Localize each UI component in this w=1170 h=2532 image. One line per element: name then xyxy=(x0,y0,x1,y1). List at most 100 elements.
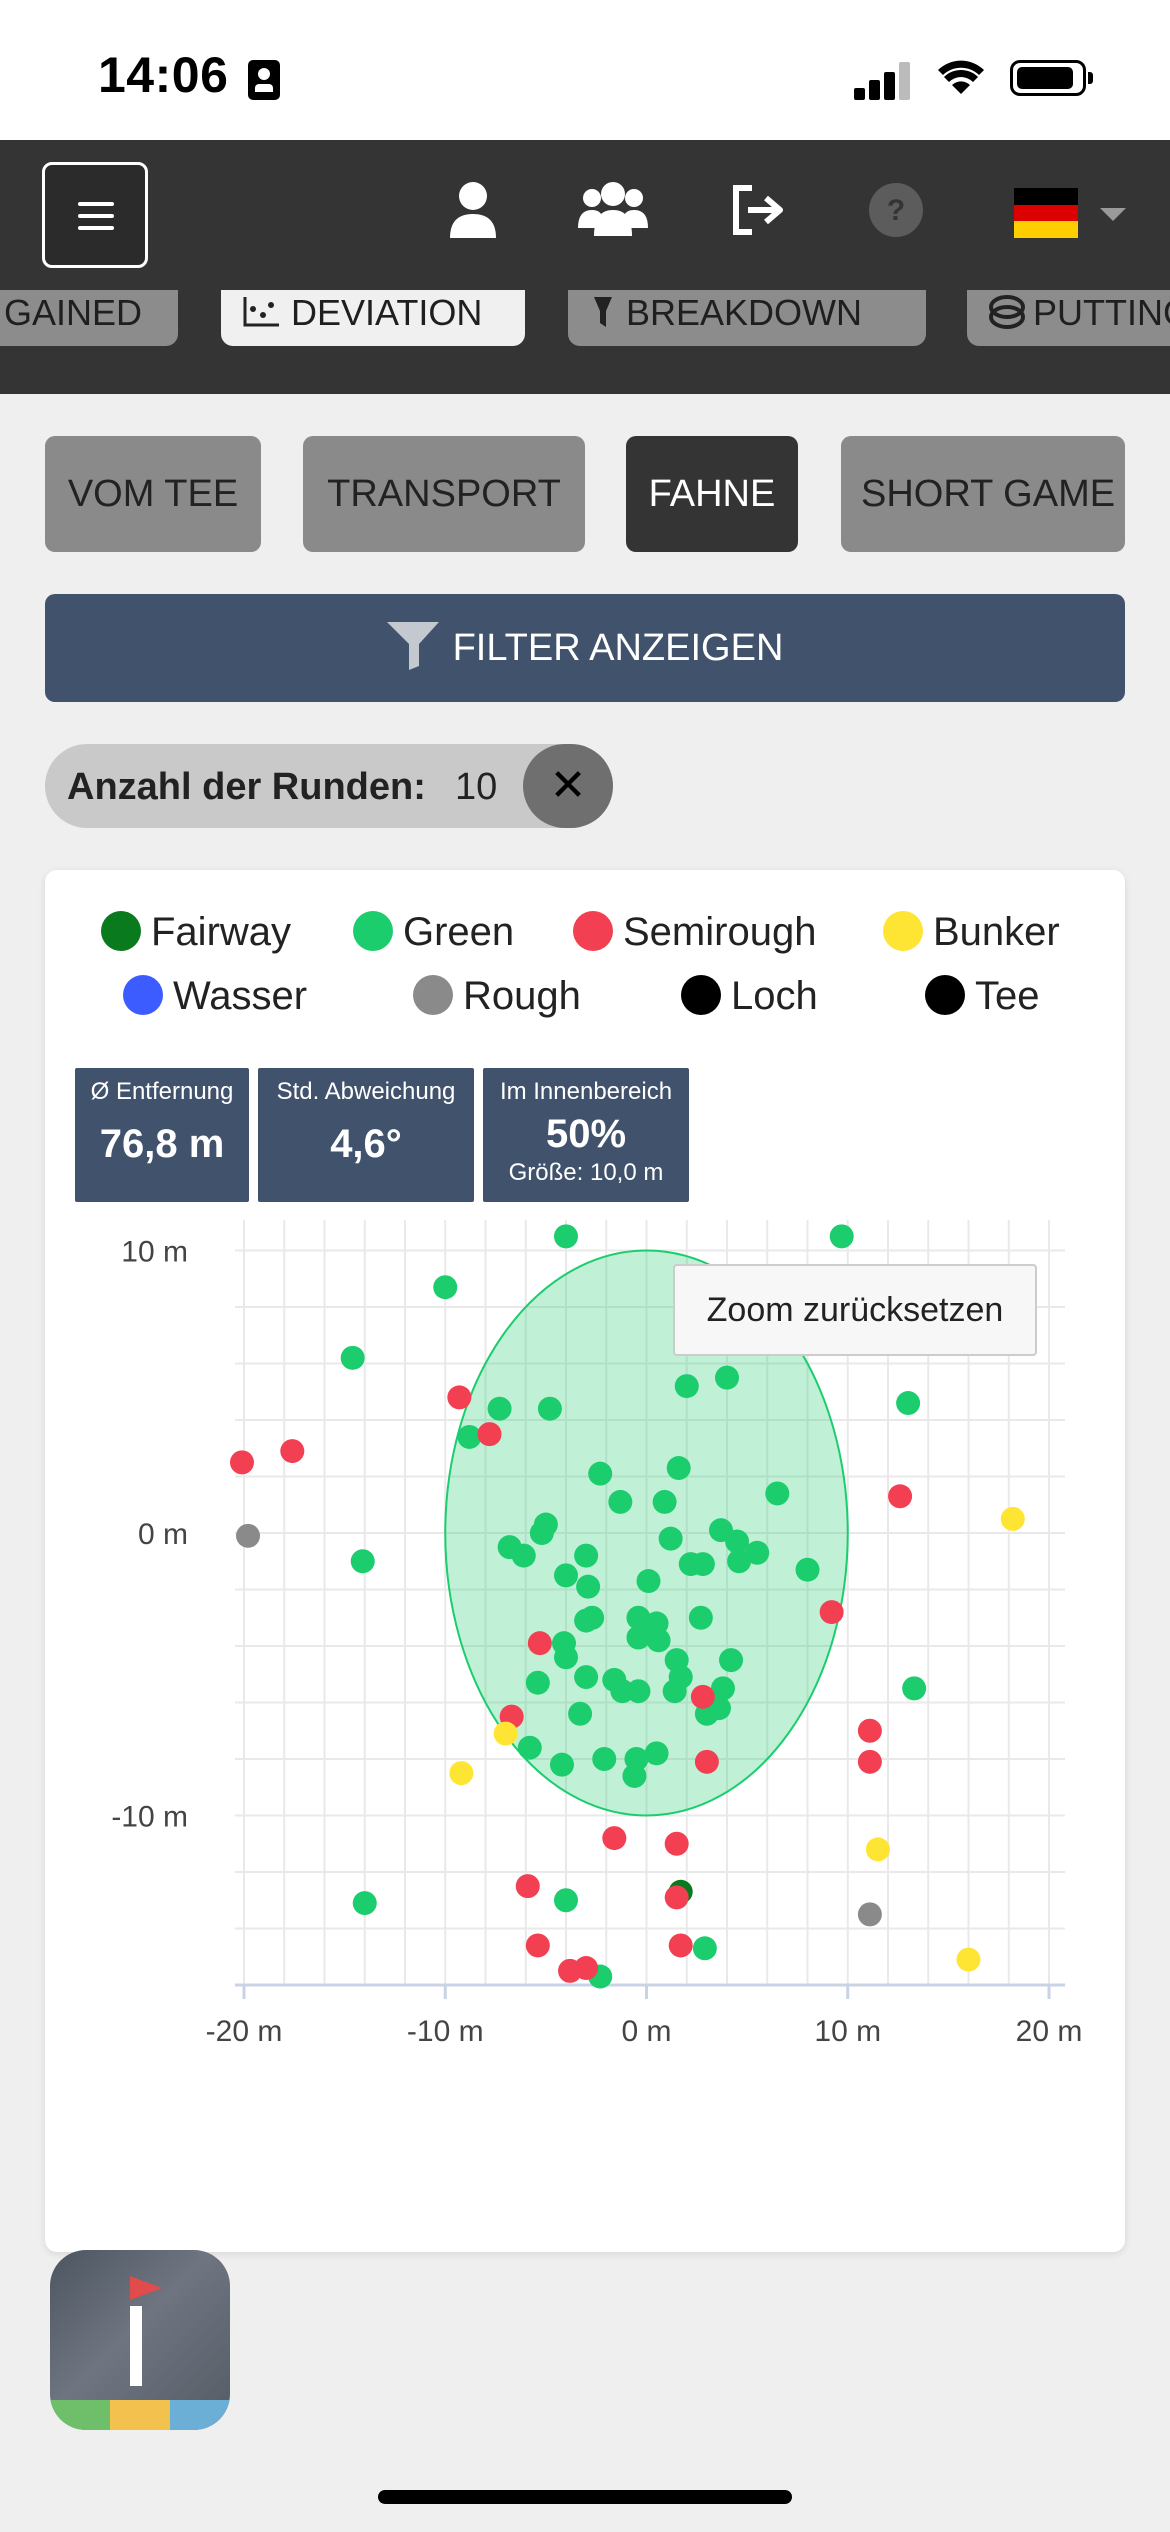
legend-label: Bunker xyxy=(933,910,1060,954)
point-green xyxy=(622,1763,647,1788)
deviation-card: Fairway Green Semirough Bunker Wasser Ro… xyxy=(45,870,1125,2252)
chip-value: 10 xyxy=(455,766,498,808)
legend-label: Semirough xyxy=(623,910,817,954)
point-bunker xyxy=(493,1721,518,1746)
point-bunker xyxy=(1000,1506,1025,1531)
app-icon-graphic xyxy=(50,2276,230,2430)
reset-zoom-button[interactable]: Zoom zurücksetzen xyxy=(673,1264,1037,1356)
point-green xyxy=(554,1645,578,1670)
point-green xyxy=(554,1888,578,1913)
stat-value: 76,8 m xyxy=(99,1122,225,1166)
battery-icon xyxy=(1010,60,1093,96)
point-semirough xyxy=(690,1684,715,1709)
show-filter-button[interactable]: FILTER ANZEIGEN xyxy=(45,594,1125,702)
cellular-signal-icon xyxy=(854,62,914,100)
legend-label: Loch xyxy=(731,974,818,1018)
tab-gained[interactable]: GAINED xyxy=(0,290,178,346)
wifi-icon xyxy=(938,60,984,94)
point-green xyxy=(568,1701,593,1726)
users-icon[interactable] xyxy=(578,180,648,240)
menu-button[interactable] xyxy=(42,162,148,268)
legend-item-bunker[interactable]: Bunker xyxy=(883,910,1060,955)
point-green xyxy=(554,1563,578,1588)
point-green xyxy=(692,1936,717,1961)
subtab-fahne[interactable]: FAHNE xyxy=(626,436,798,552)
tab-label: PUTTING xyxy=(1033,292,1170,333)
point-bunker xyxy=(449,1761,474,1786)
point-green xyxy=(626,1625,651,1650)
legend-item-wasser[interactable]: Wasser xyxy=(123,974,307,1019)
sub-tab-bar: VOM TEE TRANSPORT FAHNE SHORT GAME xyxy=(0,436,1170,552)
filter-button-label: FILTER ANZEIGEN xyxy=(452,627,784,669)
point-green xyxy=(529,1521,554,1545)
point-green xyxy=(719,1648,744,1673)
point-green xyxy=(662,1679,687,1704)
subtab-vom-tee[interactable]: VOM TEE xyxy=(45,436,261,552)
point-green xyxy=(580,1605,605,1630)
stat-std-deviation: Std. Abweichung 4,6° xyxy=(258,1068,474,1202)
point-green xyxy=(795,1557,820,1582)
filter-icon xyxy=(386,621,439,670)
chart-axes: -20 m -10 m 0 m 10 m 20 m 10 m 0 m -10 m xyxy=(111,1236,1082,2049)
legend-dot xyxy=(353,911,393,951)
x-tick-label: -10 m xyxy=(407,2015,484,2048)
tab-breakdown[interactable]: BREAKDOWN xyxy=(568,290,926,346)
legend-item-tee[interactable]: Tee xyxy=(925,974,1040,1019)
deviation-scatter-chart[interactable]: -20 m -10 m 0 m 10 m 20 m 10 m 0 m -10 m xyxy=(45,1220,1125,2250)
point-semirough xyxy=(664,1831,689,1856)
chevron-down-icon[interactable] xyxy=(1100,208,1126,221)
point-semirough xyxy=(857,1718,882,1743)
legend-item-rough[interactable]: Rough xyxy=(413,974,581,1019)
point-green xyxy=(592,1747,617,1771)
stat-sub-label: Größe: 10,0 m xyxy=(508,1159,664,1186)
tab-deviation[interactable]: DEVIATION xyxy=(221,290,525,346)
legend-item-semirough[interactable]: Semirough xyxy=(573,910,816,955)
stat-avg-distance: Ø Entfernung 76,8 m xyxy=(75,1068,249,1202)
point-green xyxy=(674,1374,699,1399)
point-green xyxy=(549,1752,574,1777)
y-tick-label: -10 m xyxy=(111,1801,188,1834)
x-tick-label: 10 m xyxy=(814,2015,881,2048)
point-green xyxy=(636,1569,661,1594)
point-green xyxy=(690,1552,715,1577)
x-tick-label: -20 m xyxy=(206,2015,283,2048)
point-green xyxy=(688,1605,713,1630)
point-green xyxy=(576,1574,601,1599)
point-semirough xyxy=(819,1600,844,1625)
status-time: 14:06 xyxy=(98,47,229,103)
stat-label: Std. Abweichung xyxy=(276,1078,456,1105)
legend-dot xyxy=(101,911,141,951)
point-green xyxy=(525,1670,550,1695)
point-green xyxy=(537,1396,562,1421)
legend-item-loch[interactable]: Loch xyxy=(681,974,818,1019)
remove-filter-button[interactable]: ✕ xyxy=(523,744,613,828)
rounds-filter-chip: Anzahl der Runden: 10 ✕ xyxy=(45,744,613,828)
germany-flag-icon[interactable] xyxy=(1014,188,1078,238)
logout-icon[interactable] xyxy=(728,180,788,240)
point-semirough xyxy=(664,1885,689,1910)
stat-inner-area: Im Innenbereich 50% Größe: 10,0 m xyxy=(483,1068,689,1202)
legend-dot xyxy=(925,975,965,1015)
point-green xyxy=(829,1224,854,1249)
point-green xyxy=(902,1676,927,1701)
subtab-transport[interactable]: TRANSPORT xyxy=(303,436,585,552)
point-green xyxy=(710,1676,735,1701)
user-icon[interactable] xyxy=(448,180,498,240)
point-green xyxy=(666,1456,691,1481)
point-green xyxy=(352,1891,377,1916)
point-semirough xyxy=(668,1933,693,1958)
legend-dot xyxy=(123,975,163,1015)
help-icon[interactable]: ? xyxy=(868,182,924,238)
legend-item-green[interactable]: Green xyxy=(353,910,514,955)
tab-putting[interactable]: PUTTING xyxy=(967,290,1170,346)
stat-value: 4,6° xyxy=(330,1122,402,1166)
point-green xyxy=(554,1224,578,1249)
legend-item-fairway[interactable]: Fairway xyxy=(101,910,291,955)
app-flag-icon[interactable] xyxy=(50,2250,230,2430)
top-tab-strip: GAINED DEVIATION BREAKDOWN PUTTING xyxy=(0,290,1170,394)
chart-points xyxy=(229,1224,1025,1989)
point-green xyxy=(433,1275,458,1300)
point-semirough xyxy=(515,1874,540,1899)
subtab-short-game[interactable]: SHORT GAME xyxy=(841,436,1125,552)
chip-label: Anzahl der Runden: xyxy=(67,766,426,808)
